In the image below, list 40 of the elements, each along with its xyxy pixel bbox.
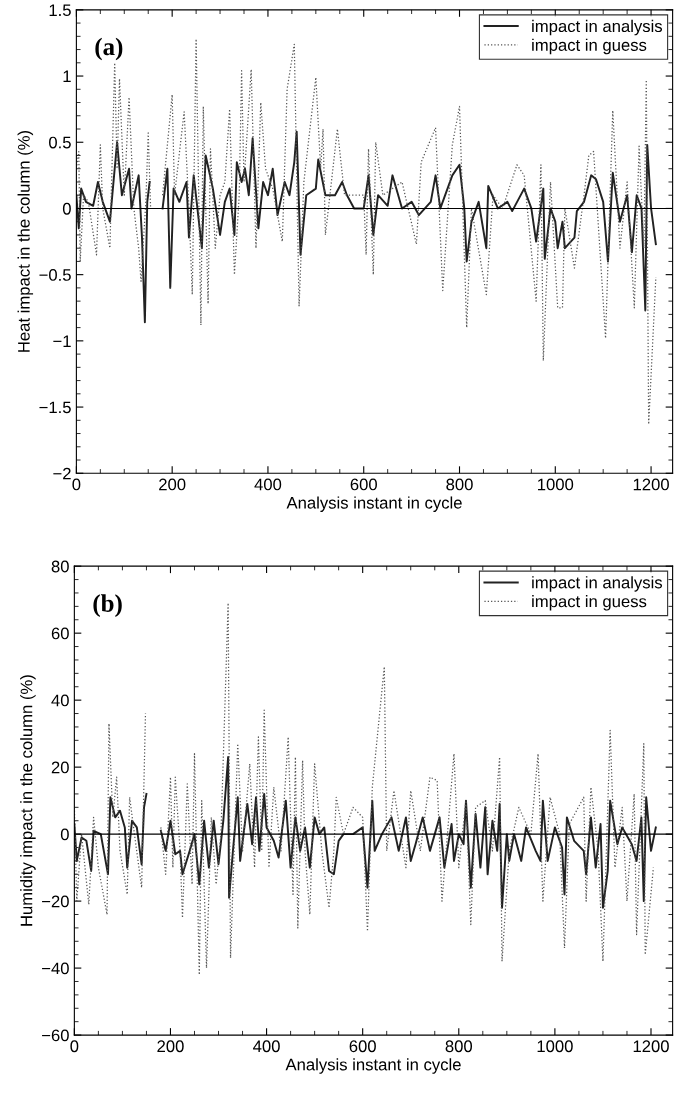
- text: (b): [93, 594, 122, 617]
- y-tick-label: 20: [51, 761, 69, 774]
- y-tick-label: −0.5: [39, 269, 71, 281]
- x-tick-label: 400: [253, 1040, 280, 1053]
- y-tick-label: 80: [51, 560, 69, 573]
- y-tick-label: 1.5: [49, 4, 71, 17]
- legend-label: impact in analysis: [532, 576, 663, 592]
- x-tick-label: 400: [254, 478, 282, 491]
- y-tick-label: −2: [53, 467, 71, 480]
- y-tick-label: 40: [51, 694, 69, 707]
- x-tick-label: 800: [445, 1040, 473, 1053]
- y-tick-label: 0: [62, 202, 71, 215]
- x-tick-label: 200: [157, 1040, 184, 1053]
- y-tick-label: −60: [42, 1029, 69, 1042]
- x-tick-label: 800: [446, 478, 473, 491]
- text: (a): [95, 37, 123, 61]
- x-tick-label: 0: [70, 1040, 79, 1053]
- y-tick-label: 0: [60, 828, 69, 841]
- y-axis-title: Humidity impact in the column (%): [20, 675, 36, 926]
- x-tick-label: 1000: [537, 1040, 573, 1053]
- y-tick-label: −40: [42, 962, 69, 975]
- x-tick-label: 1200: [633, 478, 669, 491]
- y-tick-label: −1.5: [39, 401, 71, 414]
- y-tick-label: −1: [53, 335, 71, 347]
- legend-label: impact in guess: [532, 595, 647, 611]
- y-axis-title: Heat impact in the column (%): [17, 130, 34, 352]
- x-tick-label: 1000: [538, 478, 574, 491]
- x-tick-label: 600: [350, 478, 377, 491]
- x-tick-label: 600: [349, 1040, 376, 1053]
- x-tick-label: 0: [72, 478, 81, 491]
- x-tick-label: 200: [159, 478, 186, 491]
- legend-label: impact in guess: [532, 38, 647, 55]
- y-tick-label: −20: [42, 895, 69, 908]
- legend-label: impact in analysis: [532, 19, 663, 36]
- x-tick-label: 1200: [633, 1040, 669, 1053]
- y-tick-label: 0.5: [49, 136, 71, 149]
- x-axis-title: Analysis instant in cycle: [285, 1058, 461, 1074]
- x-axis-title: Analysis instant in cycle: [286, 496, 462, 512]
- y-tick-label: 60: [51, 627, 69, 640]
- y-tick-label: 1: [63, 70, 71, 83]
